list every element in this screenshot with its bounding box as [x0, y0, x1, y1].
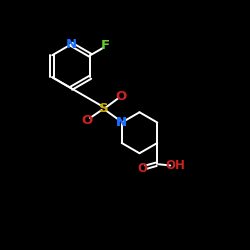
- Text: S: S: [99, 102, 108, 115]
- Text: N: N: [116, 116, 127, 129]
- Text: F: F: [101, 39, 110, 52]
- Text: N: N: [66, 38, 77, 51]
- Text: OH: OH: [165, 159, 185, 172]
- Text: O: O: [138, 162, 148, 174]
- Text: O: O: [115, 90, 126, 103]
- Text: N: N: [116, 116, 127, 129]
- Text: O: O: [82, 114, 93, 126]
